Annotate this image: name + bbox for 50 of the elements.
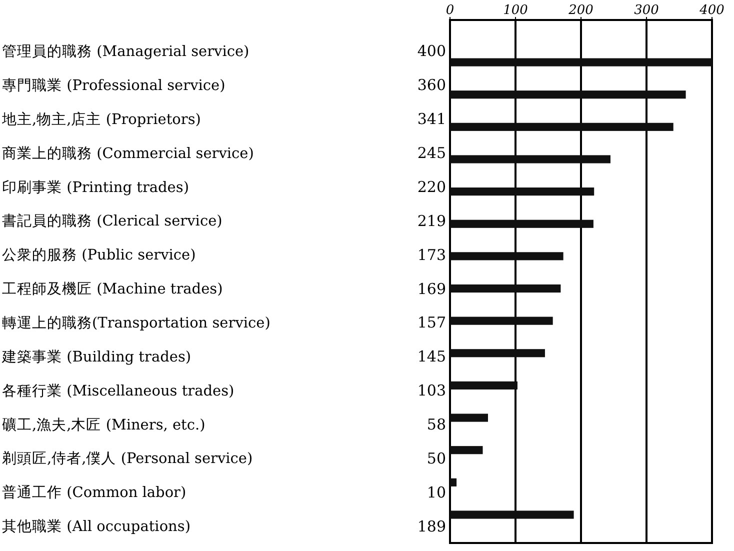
y-tick-label: 轉運上的職務(Transportation service) xyxy=(2,314,270,332)
y-tick-label: 印刷事業 (Printing trades) xyxy=(2,178,189,196)
y-tick-label: 各種行業 (Miscellaneous trades) xyxy=(2,382,234,400)
x2-tick-label: 200 xyxy=(568,3,594,18)
data-label: 245 xyxy=(417,144,446,162)
data-label: 145 xyxy=(417,348,446,366)
bar xyxy=(450,414,488,422)
y-tick-label: 專門職業 (Professional service) xyxy=(2,76,226,94)
x2-tick-label: 100 xyxy=(503,3,528,18)
data-label: 173 xyxy=(417,246,446,264)
bar xyxy=(450,478,457,486)
x2-tick-label: 400 xyxy=(698,3,724,18)
data-label: 219 xyxy=(417,212,446,230)
y-tick-label: 礦工,漁夫,木匠 (Miners, etc.) xyxy=(2,416,206,434)
data-label: 103 xyxy=(417,382,446,400)
y-tick-label: 地主,物主,店主 (Proprietors) xyxy=(1,110,201,128)
bar xyxy=(450,188,594,196)
data-label: 220 xyxy=(417,178,446,196)
y-tick-label: 商業上的職務 (Commercial service) xyxy=(2,144,254,162)
data-label: 50 xyxy=(426,449,446,468)
y-tick-label: 工程師及機匠 (Machine trades) xyxy=(2,280,223,298)
y-tick-label: 公衆的服務 (Public service) xyxy=(2,246,196,264)
y-tick-label: 管理員的職務 (Managerial service) xyxy=(2,43,250,60)
x2-tick-label: 0 xyxy=(446,3,454,18)
data-label: 189 xyxy=(417,517,446,536)
bar xyxy=(450,90,686,99)
y-tick-label: 其他職業 (All occupations) xyxy=(2,518,190,536)
y-tick-label: 剃頭匠,侍者,僕人 (Personal service) xyxy=(2,450,253,468)
bar xyxy=(450,58,712,66)
data-label: 157 xyxy=(417,314,446,332)
bar xyxy=(450,510,574,519)
data-label: 400 xyxy=(417,42,446,60)
bar xyxy=(450,252,564,260)
y-tick-label: 建築事業 (Building trades) xyxy=(1,348,192,366)
data-label: 58 xyxy=(426,415,446,434)
bar xyxy=(450,220,594,228)
x2-tick-label: 300 xyxy=(634,3,659,18)
data-label: 169 xyxy=(417,280,446,298)
bar xyxy=(450,284,561,293)
data-label: 341 xyxy=(417,110,446,128)
data-label: 360 xyxy=(417,76,446,94)
y-tick-label: 書記員的職務 (Clerical service) xyxy=(2,212,222,230)
bar xyxy=(450,122,674,131)
bar xyxy=(450,381,518,390)
bar xyxy=(450,349,545,358)
bar xyxy=(450,155,610,164)
bar xyxy=(450,316,553,325)
data-label: 10 xyxy=(426,483,446,502)
y-tick-label: 普通工作 (Common labor) xyxy=(2,484,186,502)
bar xyxy=(450,446,483,454)
